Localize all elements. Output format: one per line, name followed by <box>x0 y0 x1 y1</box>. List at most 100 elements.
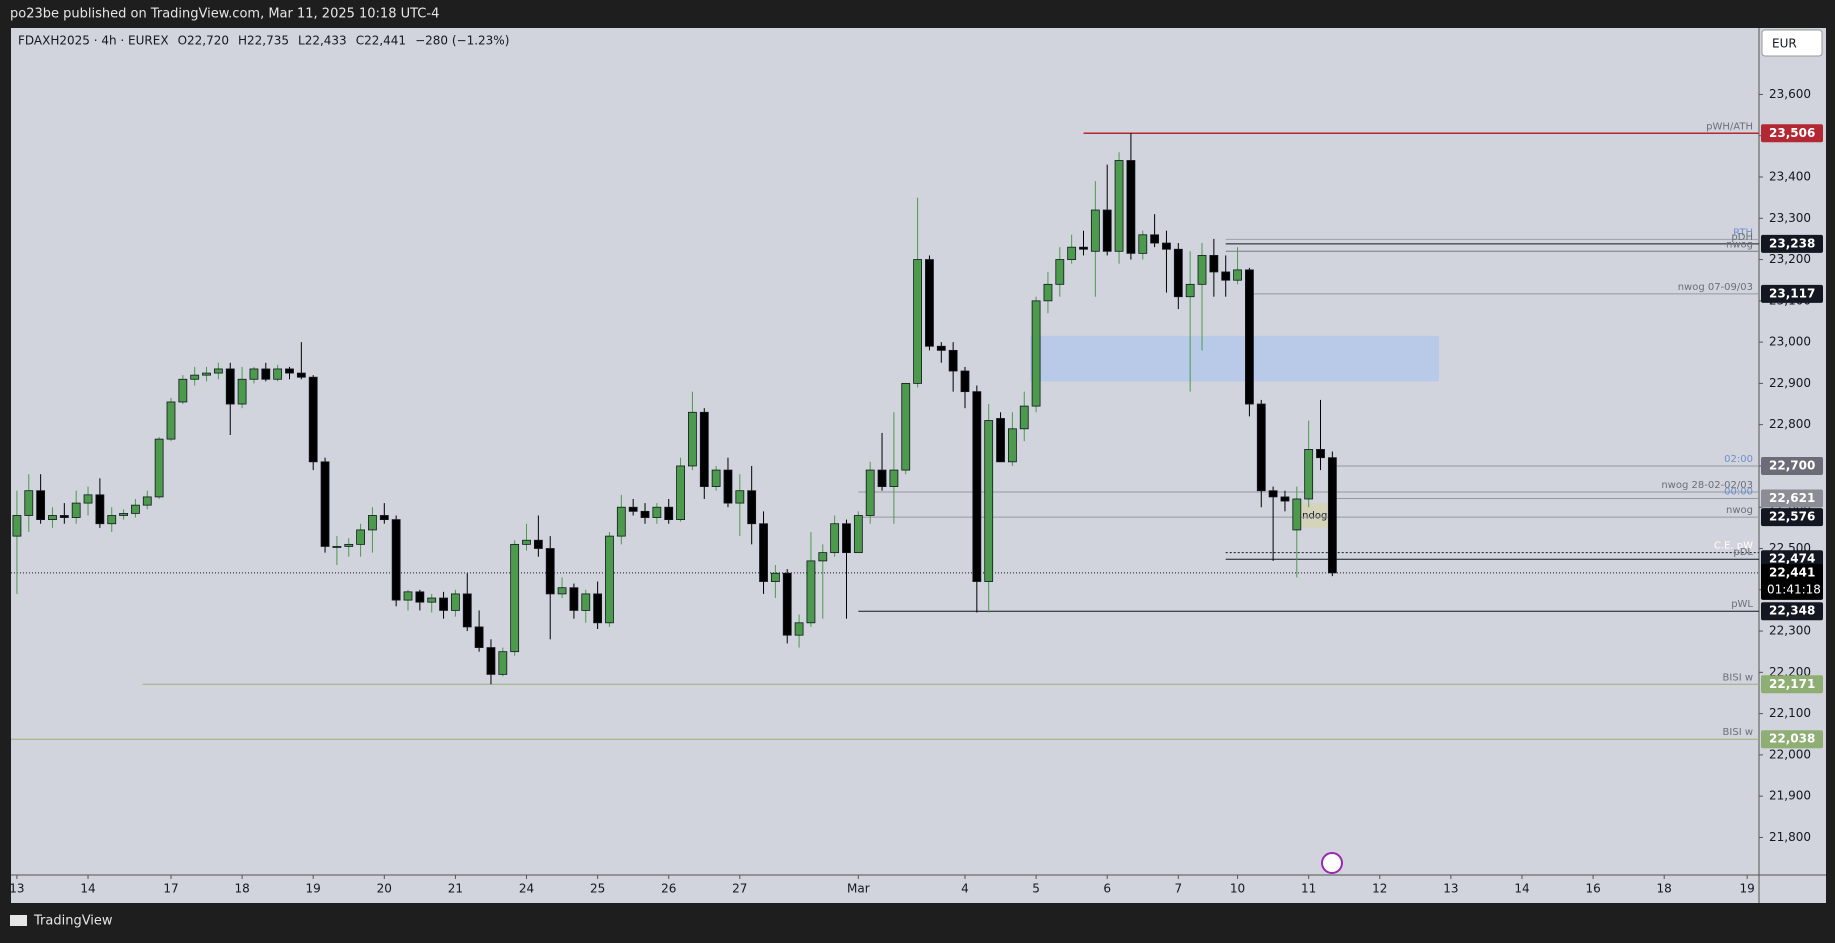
candle-body <box>498 651 508 675</box>
plot-area <box>11 28 1759 875</box>
y-tick-label: 23,300 <box>1769 211 1811 225</box>
y-tick-label: 22,900 <box>1769 376 1811 390</box>
x-tick-label: 13 <box>1443 882 1458 896</box>
candle-body <box>1150 234 1160 244</box>
candle-body <box>1185 283 1195 298</box>
candle-body <box>154 438 164 498</box>
candle-body <box>213 368 223 374</box>
candle-body <box>356 529 366 545</box>
candle-body <box>486 647 496 675</box>
candle-body <box>1221 271 1231 281</box>
candle-body <box>936 345 946 351</box>
candle-body <box>747 490 757 525</box>
candle-body <box>510 543 520 653</box>
currency-box[interactable] <box>1761 29 1823 57</box>
price-tag <box>1761 456 1823 475</box>
candle-body <box>439 597 448 611</box>
candle-body <box>1173 248 1183 298</box>
candle-body <box>996 418 1005 463</box>
candle-body <box>320 461 330 547</box>
candle-body <box>806 560 816 624</box>
candle-body <box>830 523 840 554</box>
y-tick-label: 22,000 <box>1769 747 1811 761</box>
x-tick-label: 4 <box>961 882 969 896</box>
candle-body <box>652 506 662 518</box>
x-tick-label: 6 <box>1103 882 1111 896</box>
price-tag <box>1761 508 1823 527</box>
zone-label: ndog <box>1302 510 1327 521</box>
price-tag <box>1761 675 1823 694</box>
candle-body <box>960 370 970 393</box>
candle-body <box>1079 246 1088 250</box>
candle-body <box>95 494 105 525</box>
currency[interactable]: EUR <box>1772 37 1797 51</box>
candle-body <box>557 587 567 595</box>
x-tick-label: 14 <box>80 882 95 896</box>
y-tick-label: 23,600 <box>1769 87 1811 101</box>
y-tick-label: 22,100 <box>1769 706 1811 720</box>
x-tick-label: 18 <box>234 882 249 896</box>
price-tag-label: 23,117 <box>1769 286 1815 300</box>
candle-body <box>759 523 768 582</box>
price-tag-label: 22,576 <box>1769 510 1815 524</box>
candle-body <box>1197 255 1207 285</box>
x-tick-label: 11 <box>1301 882 1316 896</box>
candle-body <box>379 515 389 521</box>
candle-body <box>1114 160 1124 252</box>
price-tag-label: 22,038 <box>1769 732 1815 746</box>
candle-body <box>925 259 934 347</box>
candle-body <box>237 378 247 405</box>
alert-icon[interactable] <box>1321 852 1343 874</box>
candle-body <box>83 494 93 504</box>
candle-body <box>1019 405 1029 430</box>
candle-body <box>1233 269 1242 281</box>
level-label: nwog <box>1726 239 1753 250</box>
x-tick-label: 17 <box>163 882 178 896</box>
candle-body <box>664 506 674 521</box>
y-tick-label: 23,000 <box>1769 335 1811 349</box>
candle-body <box>640 510 650 518</box>
price-tag-label: 22,171 <box>1769 677 1815 691</box>
price-tag <box>1761 234 1823 253</box>
candle-body <box>1055 259 1065 285</box>
x-tick-label: 13 <box>9 882 24 896</box>
x-tick-label: 19 <box>306 882 321 896</box>
candle-body <box>1126 160 1136 254</box>
x-tick-label: 21 <box>448 882 463 896</box>
candle-body <box>225 368 235 405</box>
price-tag-label: 22,348 <box>1769 604 1815 618</box>
candle-body <box>1304 449 1314 500</box>
candle-body <box>332 546 342 548</box>
candle-body <box>119 513 128 516</box>
y-tick-label: 23,400 <box>1769 170 1811 184</box>
candle-body <box>391 519 401 601</box>
current-price-tag <box>1761 563 1823 600</box>
candle-body <box>202 372 211 376</box>
candle-body <box>1256 403 1266 492</box>
level-label: C.E. pW <box>1714 541 1753 552</box>
price-tag-label: 22,700 <box>1769 458 1815 472</box>
y-tick-label: 21,800 <box>1769 830 1811 844</box>
candle-body <box>368 515 377 531</box>
level-label: pWH/ATH <box>1706 121 1753 132</box>
candle-body <box>593 593 603 624</box>
candle-body <box>533 539 543 549</box>
level-label: nwog 28-02-02/03 <box>1661 480 1753 491</box>
candle-body <box>984 420 994 582</box>
price-tag-label: 22,621 <box>1769 491 1815 505</box>
candle-body <box>711 469 721 487</box>
candle-body <box>948 349 958 372</box>
y-tick-label: 22,800 <box>1769 417 1811 431</box>
candle-body <box>48 515 57 521</box>
candle-body <box>451 593 460 611</box>
candle-body <box>427 597 437 603</box>
level-label: BISI w <box>1723 672 1753 683</box>
legend-text: H22,735 <box>238 34 289 48</box>
price-tag-label: 22,474 <box>1769 552 1815 566</box>
candle-body <box>972 391 982 582</box>
candle-body <box>699 411 709 487</box>
level-label: 02:00 <box>1724 454 1753 465</box>
candle-body <box>415 591 425 603</box>
price-tag <box>1761 550 1823 569</box>
